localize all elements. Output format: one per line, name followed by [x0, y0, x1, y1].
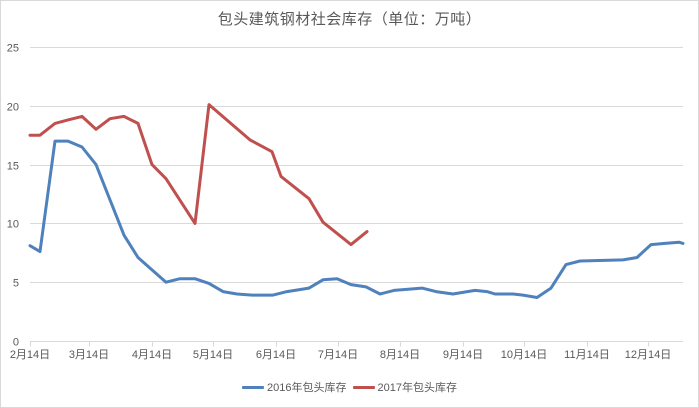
series-line-2016	[28, 139, 685, 299]
x-tick-label: 3月14日	[69, 349, 109, 361]
legend-label-2017: 2017年包头库存	[377, 382, 457, 394]
y-tick-label: 0	[13, 337, 19, 349]
x-tick-label: 5月14日	[193, 349, 233, 361]
x-tick-label: 11月14日	[564, 349, 610, 361]
x-tick-label: 8月14日	[380, 349, 420, 361]
y-tick-label: 20	[7, 102, 19, 114]
x-tick-label: 4月14日	[132, 349, 172, 361]
y-tick-label: 15	[7, 161, 19, 173]
x-tick-label: 6月14日	[256, 349, 296, 361]
x-tick-label: 9月14日	[443, 349, 483, 361]
series-lines	[28, 103, 685, 299]
legend-item-2017[interactable]: 2017年包头库存	[352, 379, 457, 395]
legend-label-2016: 2016年包头库存	[267, 382, 347, 394]
legend-swatch-2016-icon	[242, 385, 265, 389]
legend: 2016年包头库存 2017年包头库存	[0, 379, 699, 395]
gridlines	[30, 47, 683, 342]
y-tick-label: 5	[13, 278, 19, 290]
x-tick-label: 10月14日	[501, 349, 547, 361]
series-line-2017	[28, 103, 369, 247]
x-axis: 2月14日 3月14日 4月14日 5月14日 6月14日 7月14日 8月14日 9月14日…	[10, 341, 671, 361]
x-tick-label: 7月14日	[318, 349, 358, 361]
legend-item-2016[interactable]: 2016年包头库存	[242, 379, 347, 395]
y-axis-ticks: 0 5 10 15 20 25	[7, 43, 19, 349]
x-tick-label: 12月14日	[625, 349, 671, 361]
chart-title: 包头建筑钢材社会库存（单位：万吨）	[217, 10, 482, 28]
legend-swatch-2017-icon	[352, 385, 375, 389]
x-tick-label: 2月14日	[10, 349, 50, 361]
y-tick-label: 25	[7, 43, 19, 55]
y-tick-label: 10	[7, 219, 19, 231]
